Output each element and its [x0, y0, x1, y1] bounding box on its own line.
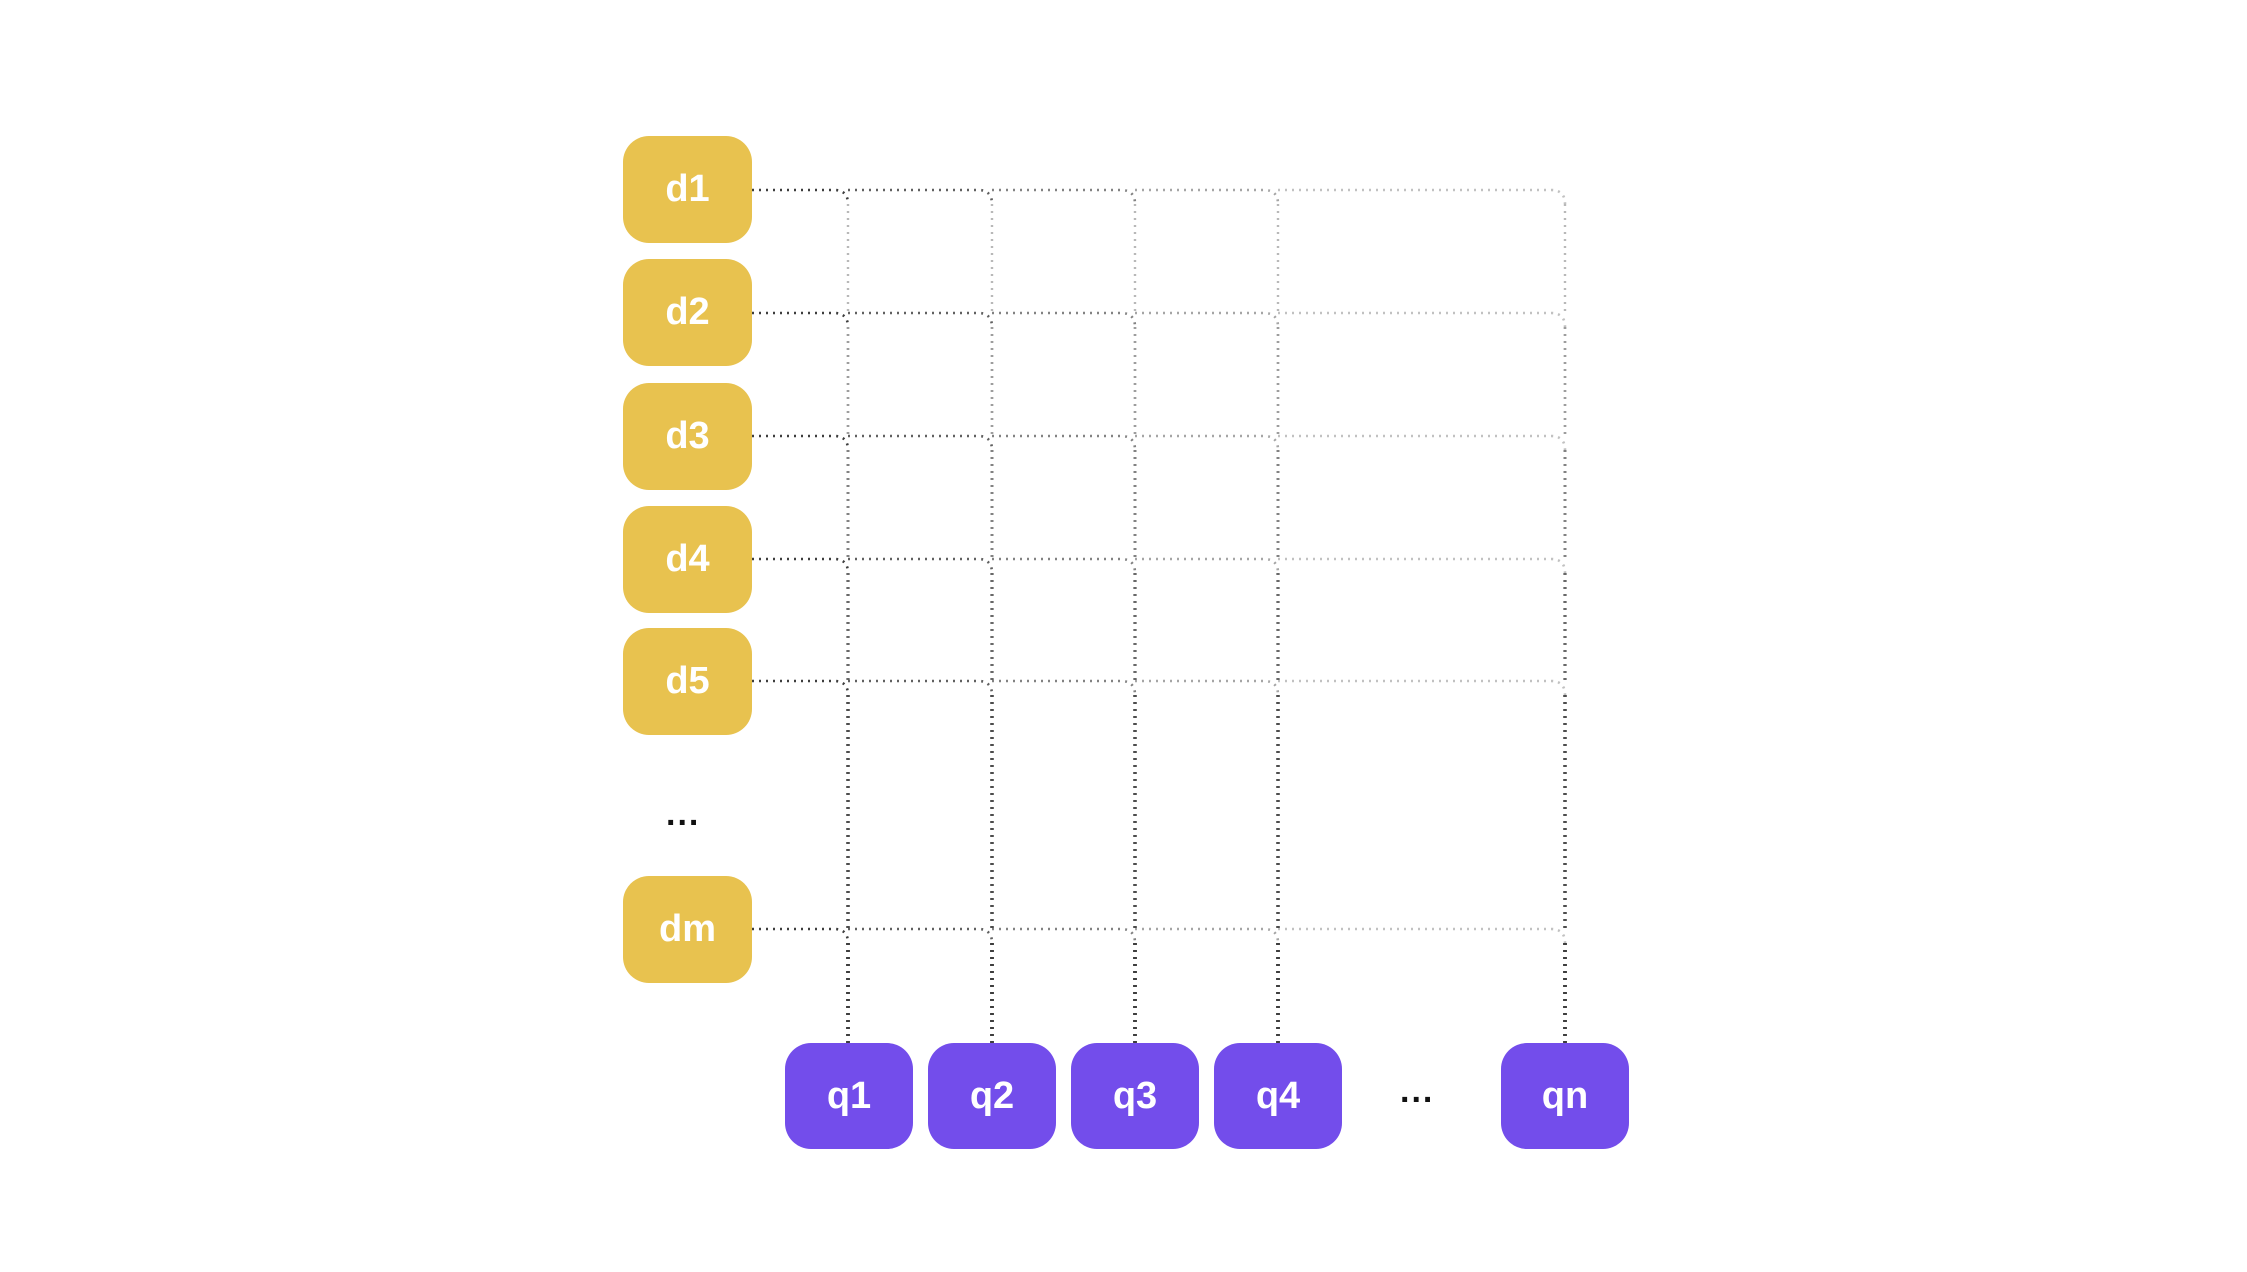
- document-node-d1: d1: [623, 136, 752, 243]
- connection-horizontal: [752, 927, 850, 944]
- document-node-d2: d2: [623, 259, 752, 366]
- connection-horizontal: [1135, 557, 1280, 574]
- query-node-q4: q4: [1214, 1043, 1342, 1149]
- connection-horizontal: [992, 679, 1137, 696]
- connection-horizontal: [1278, 188, 1567, 205]
- connection-horizontal: [848, 434, 994, 451]
- connection-horizontal: [992, 557, 1137, 574]
- connection-horizontal: [1278, 927, 1567, 944]
- query-node-q3: q3: [1071, 1043, 1199, 1149]
- queries-ellipsis: ...: [1400, 1072, 1435, 1110]
- connection-horizontal: [848, 927, 994, 944]
- document-node-d3: d3: [623, 383, 752, 490]
- connection-horizontal: [752, 188, 850, 205]
- connection-horizontal: [992, 434, 1137, 451]
- connection-horizontal: [1278, 679, 1567, 696]
- document-node-dm: dm: [623, 876, 752, 983]
- connection-horizontal: [992, 927, 1137, 944]
- connection-horizontal: [1135, 188, 1280, 205]
- query-node-q2: q2: [928, 1043, 1056, 1149]
- query-node-q1: q1: [785, 1043, 913, 1149]
- documents-ellipsis: ...: [666, 795, 701, 833]
- connection-horizontal: [752, 434, 850, 451]
- connection-horizontal: [1135, 927, 1280, 944]
- connection-horizontal: [1278, 557, 1567, 574]
- connection-horizontal: [848, 557, 994, 574]
- query-node-qn: qn: [1501, 1043, 1629, 1149]
- connection-horizontal: [752, 679, 850, 696]
- document-node-d5: d5: [623, 628, 752, 735]
- document-node-d4: d4: [623, 506, 752, 613]
- connection-horizontal: [1135, 679, 1280, 696]
- connection-horizontal: [1278, 434, 1567, 451]
- connection-horizontal: [1278, 311, 1567, 328]
- connection-horizontal: [992, 311, 1137, 328]
- connection-horizontal: [1135, 434, 1280, 451]
- connection-horizontal: [752, 557, 850, 574]
- connection-horizontal: [1135, 311, 1280, 328]
- connection-horizontal: [848, 679, 994, 696]
- connection-horizontal: [848, 311, 994, 328]
- connection-horizontal: [752, 311, 850, 328]
- connection-horizontal: [848, 188, 994, 205]
- connection-horizontal: [992, 188, 1137, 205]
